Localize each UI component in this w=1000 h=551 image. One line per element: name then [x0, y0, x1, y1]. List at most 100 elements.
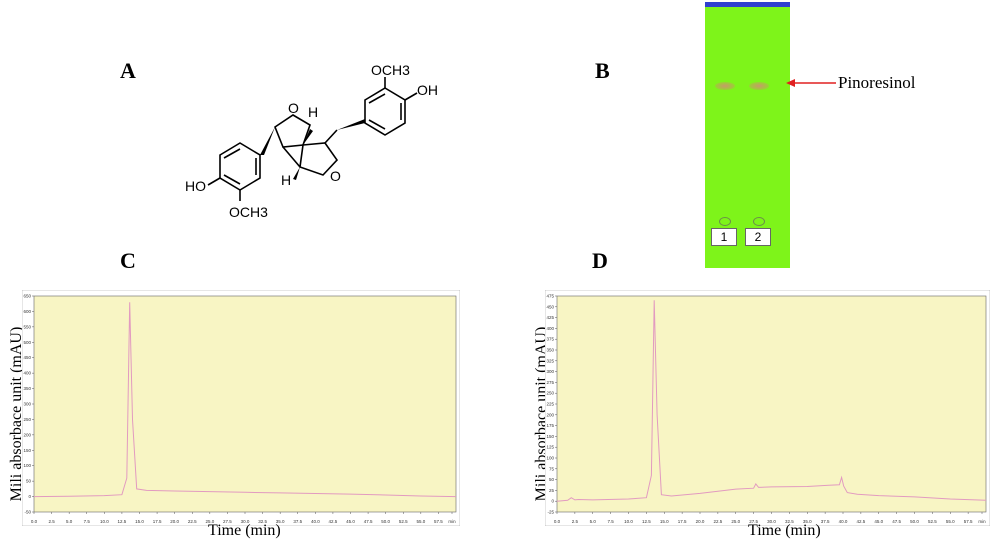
chart-c-xtick-label: 12.5: [118, 519, 127, 524]
chart-d-ytick-label: 175: [546, 423, 554, 428]
tlc-spot-lane2: [749, 82, 769, 90]
chart-d-plot-area: [556, 295, 987, 513]
panel-label-a: A: [120, 58, 136, 83]
chart-d-xtick-label: 52.5: [928, 519, 937, 524]
panel-label-d: D: [592, 248, 608, 273]
chart-c-xtick-label: 10.0: [100, 519, 109, 524]
chart-c-ytick-label: 0: [28, 494, 31, 499]
chart-c-xtick-label: 35.0: [276, 519, 285, 524]
chart-d-xtick-label: 37.5: [821, 519, 830, 524]
chart-c-xtick-label: 5.0: [66, 519, 73, 524]
tlc-lane-label-2: 2: [745, 228, 771, 246]
panel-label-c: C: [120, 248, 136, 273]
chart-d-ytick-label: 200: [546, 412, 554, 417]
structure-o-lower: O: [330, 168, 341, 184]
chart-d-xtick-label: 20.0: [696, 519, 705, 524]
chart-d-xtick-label: 47.5: [892, 519, 901, 524]
chart-d-xtick-label: 42.5: [856, 519, 865, 524]
chart-c-xtick-label: 22.5: [188, 519, 197, 524]
tlc-plate: 1 2: [705, 2, 790, 268]
pinoresinol-structure: OCH3 OH HO OCH3 H H O O: [185, 62, 438, 220]
chart-d-ytick-label: 300: [546, 369, 554, 374]
chart-c-ytick-label: 100: [23, 463, 31, 468]
chart-c-xtick-label: 40.0: [311, 519, 320, 524]
chart-c-xtick-label: 47.5: [364, 519, 373, 524]
chart-c-ytick-label: 450: [23, 355, 31, 360]
chart-d-xtick-label: min: [978, 519, 986, 524]
structure-oh-right: OH: [417, 82, 438, 98]
chart-c-xtick-label: 50.0: [381, 519, 390, 524]
chart-d-xtick-label: 32.5: [785, 519, 794, 524]
chart-d-xtick-label: 22.5: [713, 519, 722, 524]
tlc-origin-lane1: [719, 217, 731, 226]
structure-h-top: H: [308, 104, 318, 120]
chart-c-ytick-label: 250: [23, 417, 31, 422]
chart-c-xtick-label: 7.5: [84, 519, 91, 524]
chart-d-xtick-label: 2.5: [572, 519, 579, 524]
structure-och3-top: OCH3: [371, 62, 410, 78]
chart-c-xtick-label: 17.5: [153, 519, 162, 524]
chart-c-ytick-label: 650: [23, 294, 31, 299]
chart-c-xtick-label: 27.5: [223, 519, 232, 524]
chart-d-ytick-label: 150: [546, 434, 554, 439]
chart-d-ytick-label: 100: [546, 456, 554, 461]
chart-c-xlabel: Time (min): [208, 522, 281, 539]
chart-d-ytick-label: 375: [546, 337, 554, 342]
chart-c-xtick-label: 55.0: [416, 519, 425, 524]
chart-c-ytick-label: 150: [23, 448, 31, 453]
chart-d-xtick-label: 5.0: [590, 519, 597, 524]
chart-d-xtick-label: 12.5: [642, 519, 651, 524]
upper-furan-ring: [274, 114, 311, 148]
chart-c-xtick-label: 42.5: [329, 519, 338, 524]
chart-d-xtick-label: 57.5: [964, 519, 973, 524]
chart-d-xtick-label: 15.0: [660, 519, 669, 524]
chart-c-xtick-label: 2.5: [48, 519, 55, 524]
tlc-lane-label-1: 1: [711, 228, 737, 246]
chart-c-xtick-label: 32.5: [258, 519, 267, 524]
chart-d-ytick-label: 350: [546, 348, 554, 353]
chart-d-xtick-label: 35.0: [803, 519, 812, 524]
chart-d-xtick-label: 27.5: [749, 519, 758, 524]
chart-d-ytick-label: 25: [549, 488, 555, 493]
chart-d-ytick-label: 475: [546, 294, 554, 299]
chart-c-ytick-label: 200: [23, 432, 31, 437]
pinoresinol-arrow: [786, 79, 836, 87]
chart-c-ytick-label: 50: [26, 479, 32, 484]
chart-d-trace: [556, 300, 987, 502]
chart-c-xtick-label: 25.0: [205, 519, 214, 524]
chart-c-ytick-label: 500: [23, 340, 31, 345]
chart-c-trace: [33, 302, 457, 498]
chart-d-ytick-label: 0: [551, 499, 554, 504]
lower-furan-ring: [299, 142, 339, 176]
left-benzene-ring: [219, 142, 261, 191]
chart-c-xtick-label: 30.0: [241, 519, 250, 524]
chart-c-xtick-label: 15.0: [135, 519, 144, 524]
chart-d-ytick-label: 275: [546, 380, 554, 385]
chart-d-ytick-label: 325: [546, 358, 554, 363]
chart-d-ytick-label: 425: [546, 315, 554, 320]
chart-c-xtick-label: 52.5: [399, 519, 408, 524]
chart-c-plot-area: [33, 295, 457, 513]
panel-label-b: B: [595, 58, 610, 83]
structure-ho-left: HO: [185, 178, 206, 194]
chart-d-xtick-label: 25.0: [731, 519, 740, 524]
chart-c-xtick-label: 45.0: [346, 519, 355, 524]
chart-d-ytick-label: 450: [546, 304, 554, 309]
chart-d-xtick-label: 17.5: [678, 519, 687, 524]
chart-c-ytick-label: 600: [23, 309, 31, 314]
tlc-spot-lane1: [715, 82, 735, 90]
chart-c-xtick-label: 37.5: [293, 519, 302, 524]
chart-c-ytick-label: 300: [23, 402, 31, 407]
chart-c-xtick-label: 57.5: [434, 519, 443, 524]
chart-d-xtick-label: 50.0: [910, 519, 919, 524]
chart-d-ytick-label: 75: [549, 466, 555, 471]
chart-d-ytick-label: 50: [549, 477, 555, 482]
structure-h-bottom: H: [281, 172, 291, 188]
chart-d-ytick-label: 250: [546, 391, 554, 396]
chart-d-xtick-label: 10.0: [624, 519, 633, 524]
chart-d-ytick-label: 400: [546, 326, 554, 331]
chart-c-ytick-label: 350: [23, 386, 31, 391]
chart-d-ytick-label: 225: [546, 402, 554, 407]
chart-d-xtick-label: 40.0: [839, 519, 848, 524]
chart-d-xtick-label: 30.0: [767, 519, 776, 524]
